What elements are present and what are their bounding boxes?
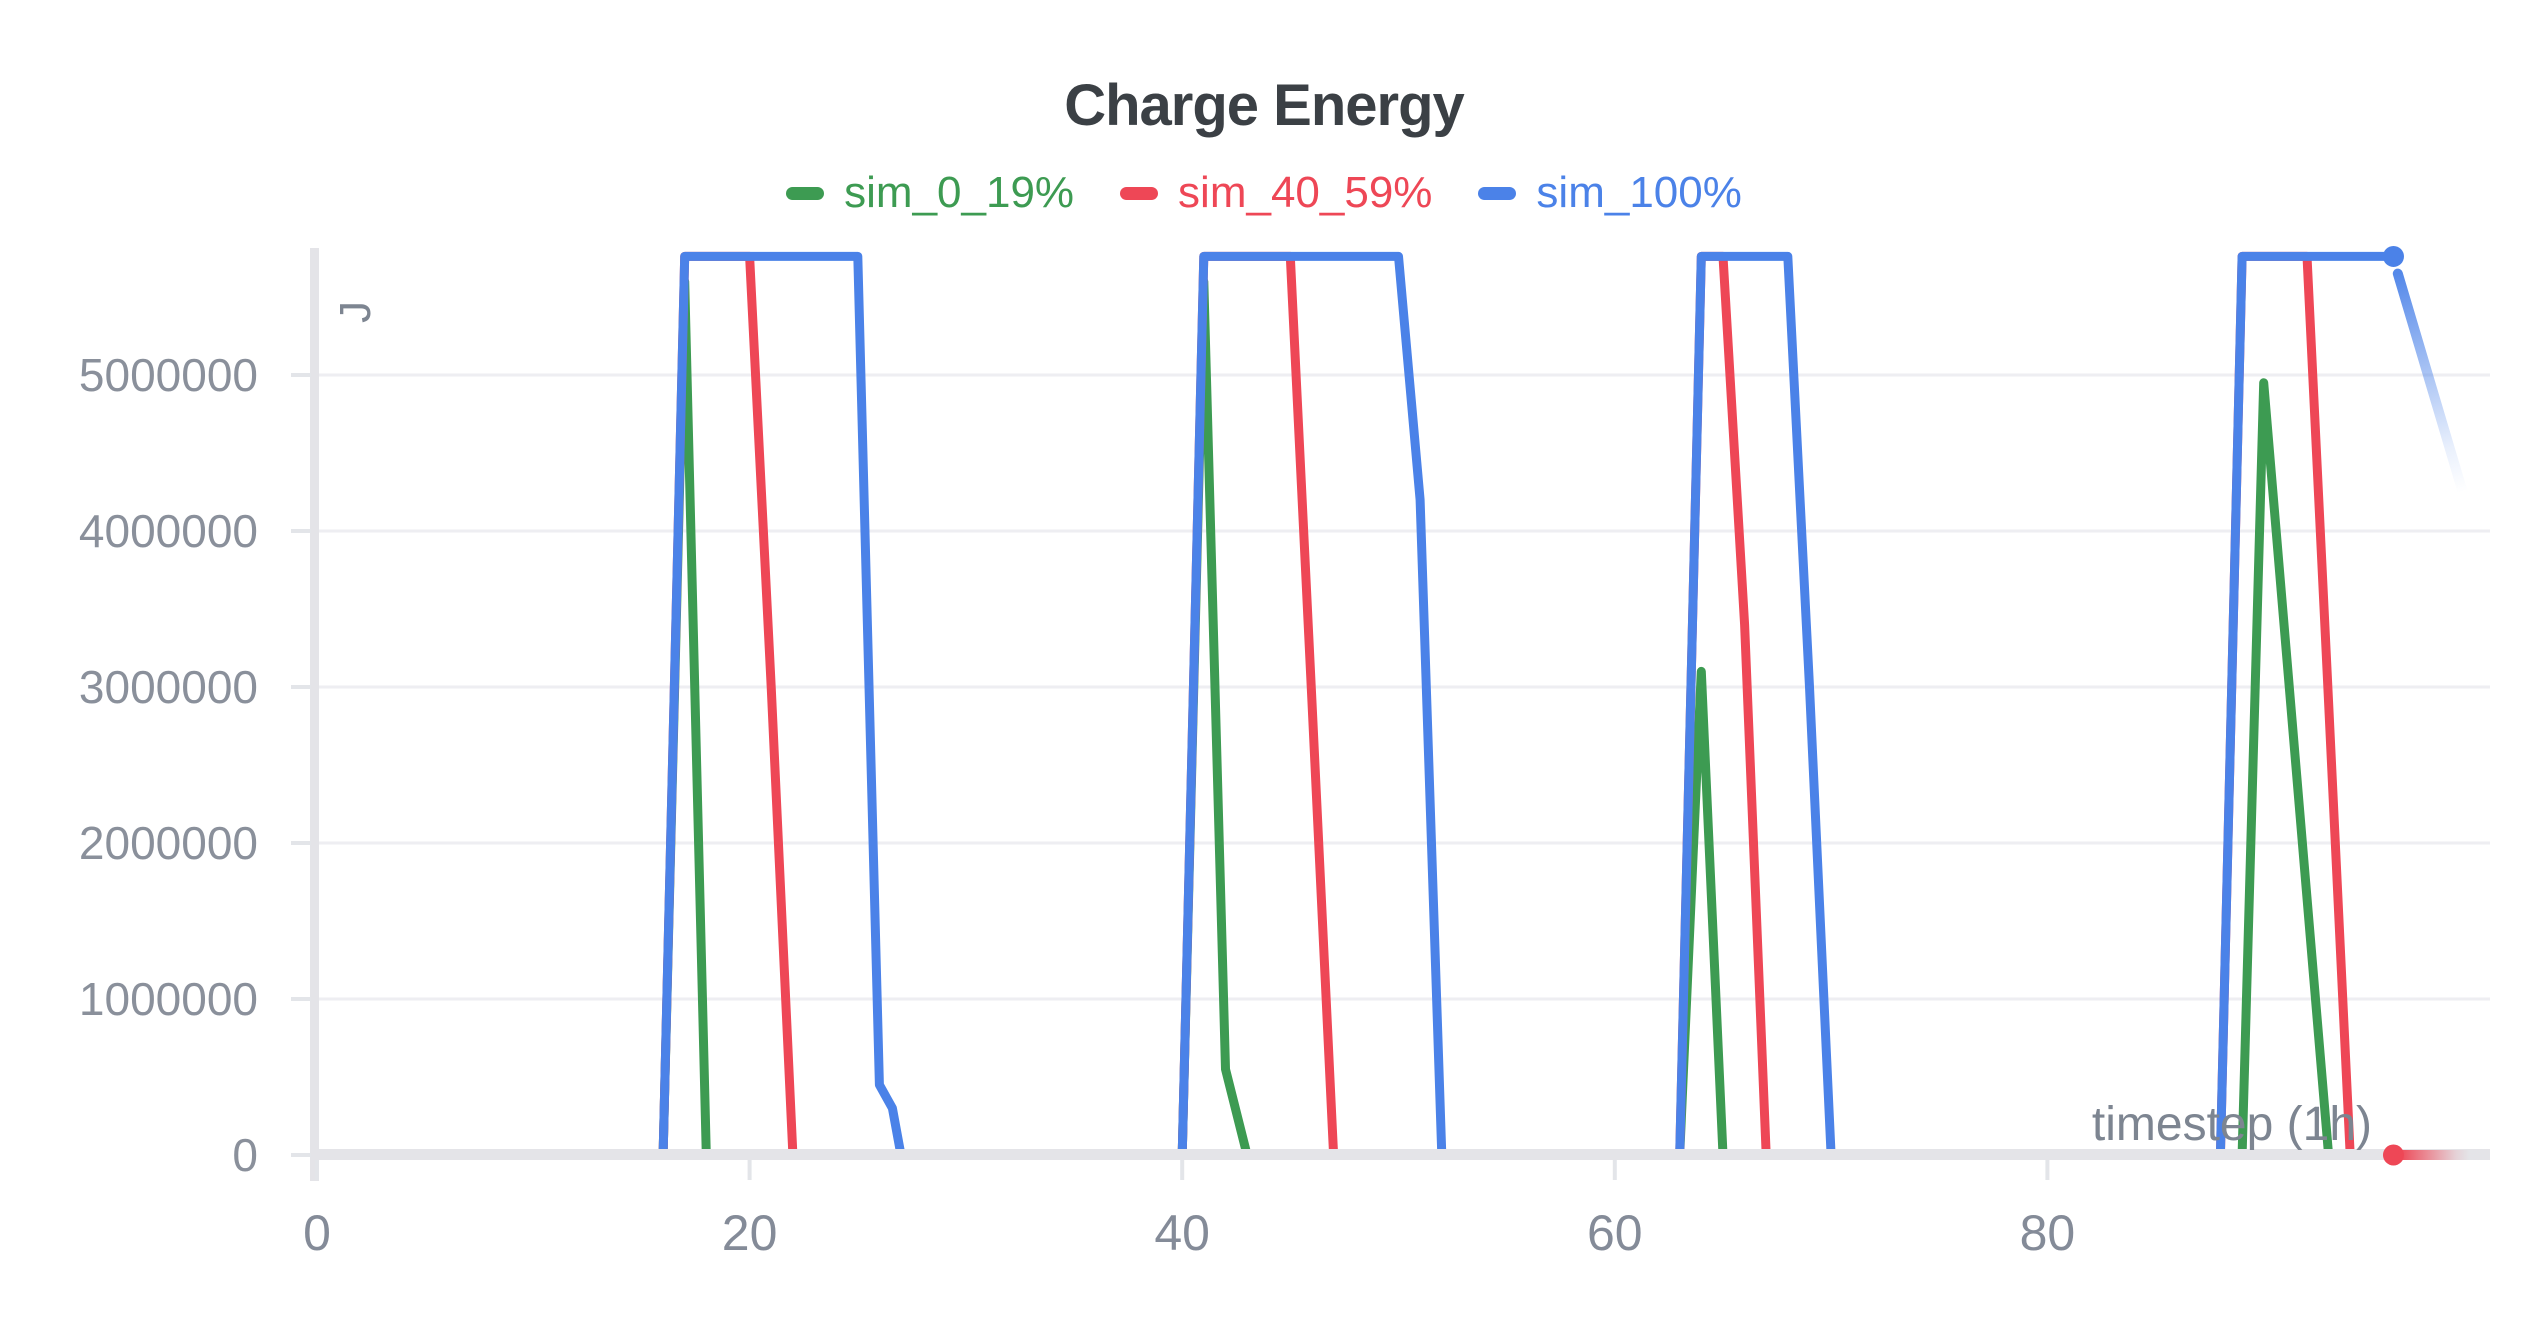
legend-label: sim_100%	[1536, 168, 1742, 217]
legend-marker-green-icon	[786, 186, 825, 200]
x-axis-name: timestep (1h)	[2092, 1098, 2372, 1151]
y-tick-mark	[291, 685, 311, 689]
series-end-dot-sim_100%[interactable]	[2382, 245, 2404, 267]
x-tick-label: 20	[722, 1205, 778, 1261]
x-tick-mark	[2045, 1160, 2050, 1180]
x-tick-label: 80	[2020, 1205, 2076, 1261]
x-tick-label: 60	[1587, 1205, 1643, 1261]
legend: sim_0_19% sim_40_59% sim_100%	[0, 168, 2528, 218]
x-tick-mark	[1612, 1160, 1617, 1180]
y-tick-label: 3000000	[79, 661, 258, 713]
y-tick-label: 0	[232, 1129, 258, 1181]
x-tick-label: 40	[1154, 1205, 1210, 1261]
y-tick-mark	[291, 997, 311, 1001]
x-tick-label: 0	[303, 1205, 331, 1261]
legend-item-sim-0-19[interactable]: sim_0_19%	[786, 168, 1074, 218]
y-axis-name: J	[331, 301, 380, 323]
y-tick-label: 4000000	[79, 505, 258, 557]
legend-label: sim_0_19%	[844, 168, 1075, 217]
legend-marker-blue-icon	[1478, 186, 1517, 200]
series-line-sim_40_59%[interactable]	[312, 251, 2398, 1160]
series-end-dot-sim_40_59%[interactable]	[2382, 1144, 2404, 1166]
y-tick-label: 1000000	[79, 973, 258, 1025]
series-lines	[312, 251, 2398, 1160]
series-fade-tail-sim_100%	[2392, 268, 2468, 497]
tick-marks	[291, 373, 2050, 1180]
gridlines	[313, 373, 2490, 1001]
y-tick-mark	[291, 841, 311, 845]
y-axis-line	[310, 248, 319, 1181]
y-tick-label: 2000000	[79, 817, 258, 869]
chart-title: Charge Energy	[1064, 73, 1465, 138]
x-tick-mark	[315, 1160, 319, 1180]
legend-item-sim-40-59[interactable]: sim_40_59%	[1120, 168, 1432, 218]
y-tick-mark	[291, 373, 311, 377]
y-tick-mark	[291, 1153, 311, 1157]
y-tick-label: 5000000	[79, 349, 258, 401]
y-tick-mark	[291, 529, 311, 533]
series-line-sim_100%[interactable]	[312, 251, 2398, 1160]
x-tick-mark	[747, 1160, 752, 1180]
x-axis-line	[313, 1149, 2490, 1160]
legend-item-sim-100[interactable]: sim_100%	[1478, 168, 1742, 218]
legend-marker-red-icon	[1120, 186, 1159, 200]
series-line-sim_0_19%[interactable]	[312, 276, 2398, 1160]
legend-label: sim_40_59%	[1178, 168, 1433, 217]
x-tick-mark	[1180, 1160, 1185, 1180]
